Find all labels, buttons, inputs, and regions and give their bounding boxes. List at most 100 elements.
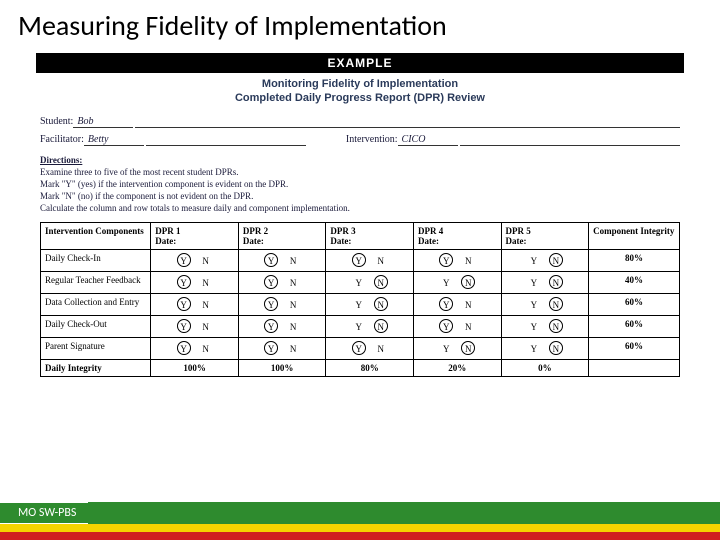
- form-header-line2: Completed Daily Progress Report (DPR) Re…: [0, 91, 720, 105]
- directions-line: Examine three to five of the most recent…: [40, 166, 680, 178]
- component-integrity-pct: 60%: [589, 316, 680, 338]
- y-option: Y: [264, 253, 278, 267]
- daily-integrity-row: Daily Integrity100%100%80%20%0%: [41, 360, 680, 377]
- directions-line: Calculate the column and row totals to m…: [40, 202, 680, 214]
- th-dpr: DPR 4Date:: [413, 223, 501, 250]
- directions-line: Mark "Y" (yes) if the intervention compo…: [40, 178, 680, 190]
- y-option: Y: [439, 276, 453, 290]
- daily-integrity-label: Daily Integrity: [41, 360, 151, 377]
- n-option: N: [374, 297, 388, 311]
- y-option: Y: [177, 341, 191, 355]
- table-row: Daily Check-InYNYNYNYNYN80%: [41, 250, 680, 272]
- table-row: Data Collection and EntryYNYNYNYNYN60%: [41, 294, 680, 316]
- yn-cell: YN: [238, 250, 326, 272]
- y-option: Y: [352, 253, 366, 267]
- yn-cell: YN: [501, 338, 589, 360]
- daily-integrity-blank: [589, 360, 680, 377]
- directions-block: Directions: Examine three to five of the…: [40, 154, 680, 215]
- y-option: Y: [177, 275, 191, 289]
- yn-cell: YN: [501, 294, 589, 316]
- field-line: [460, 134, 680, 146]
- dpr-date: Date:: [243, 236, 322, 246]
- n-option: N: [286, 320, 300, 334]
- th-dpr: DPR 5Date:: [501, 223, 589, 250]
- yn-cell: YN: [238, 272, 326, 294]
- yn-cell: YN: [413, 338, 501, 360]
- footer-red-bar: [0, 532, 720, 540]
- row-label: Parent Signature: [41, 338, 151, 360]
- field-line: [135, 116, 680, 128]
- field-line: [146, 134, 306, 146]
- daily-integrity-pct: 100%: [238, 360, 326, 377]
- n-option: N: [461, 320, 475, 334]
- y-option: Y: [527, 298, 541, 312]
- yn-cell: YN: [326, 316, 414, 338]
- n-option: N: [461, 275, 475, 289]
- form-header: Monitoring Fidelity of Implementation Co…: [0, 77, 720, 106]
- form-fields: Student: Bob Facilitator: Betty Interven…: [40, 116, 680, 146]
- yn-cell: YN: [238, 338, 326, 360]
- daily-integrity-pct: 0%: [501, 360, 589, 377]
- student-value: Bob: [73, 116, 133, 128]
- component-integrity-pct: 60%: [589, 294, 680, 316]
- table-header-row: Intervention Components DPR 1Date: DPR 2…: [41, 223, 680, 250]
- n-option: N: [374, 342, 388, 356]
- component-integrity-pct: 80%: [589, 250, 680, 272]
- n-option: N: [286, 342, 300, 356]
- facilitator-label: Facilitator:: [40, 134, 84, 146]
- table-row: Regular Teacher FeedbackYNYNYNYNYN40%: [41, 272, 680, 294]
- yn-cell: YN: [151, 250, 239, 272]
- y-option: Y: [439, 253, 453, 267]
- y-option: Y: [439, 342, 453, 356]
- y-option: Y: [264, 297, 278, 311]
- yn-cell: YN: [238, 316, 326, 338]
- n-option: N: [549, 275, 563, 289]
- yn-cell: YN: [326, 294, 414, 316]
- daily-integrity-pct: 20%: [413, 360, 501, 377]
- y-option: Y: [177, 319, 191, 333]
- n-option: N: [199, 342, 213, 356]
- y-option: Y: [352, 298, 366, 312]
- footer-green-bar: MO SW-PBS: [0, 502, 720, 524]
- th-dpr: DPR 3Date:: [326, 223, 414, 250]
- fidelity-table: Intervention Components DPR 1Date: DPR 2…: [40, 222, 680, 377]
- y-option: Y: [527, 254, 541, 268]
- example-banner: EXAMPLE: [36, 53, 684, 73]
- intervention-value: CICO: [398, 134, 458, 146]
- n-option: N: [199, 320, 213, 334]
- n-option: N: [461, 341, 475, 355]
- y-option: Y: [439, 297, 453, 311]
- yn-cell: YN: [151, 272, 239, 294]
- y-option: Y: [177, 253, 191, 267]
- y-option: Y: [352, 276, 366, 290]
- yn-cell: YN: [413, 250, 501, 272]
- n-option: N: [199, 298, 213, 312]
- row-label: Daily Check-Out: [41, 316, 151, 338]
- y-option: Y: [527, 320, 541, 334]
- dpr-num: DPR 4: [418, 226, 497, 236]
- dpr-date: Date:: [418, 236, 497, 246]
- yn-cell: YN: [501, 250, 589, 272]
- intervention-label: Intervention:: [346, 134, 398, 146]
- facilitator-value: Betty: [84, 134, 144, 146]
- y-option: Y: [527, 342, 541, 356]
- footer-yellow-bar: [0, 524, 720, 532]
- daily-integrity-pct: 100%: [151, 360, 239, 377]
- n-option: N: [461, 298, 475, 312]
- th-dpr: DPR 1Date:: [151, 223, 239, 250]
- dpr-num: DPR 3: [330, 226, 409, 236]
- dpr-date: Date:: [506, 236, 585, 246]
- n-option: N: [549, 253, 563, 267]
- n-option: N: [374, 254, 388, 268]
- n-option: N: [286, 276, 300, 290]
- dpr-date: Date:: [155, 236, 234, 246]
- y-option: Y: [527, 276, 541, 290]
- row-label: Data Collection and Entry: [41, 294, 151, 316]
- y-option: Y: [352, 320, 366, 334]
- n-option: N: [549, 297, 563, 311]
- n-option: N: [199, 254, 213, 268]
- table-row: Daily Check-OutYNYNYNYNYN60%: [41, 316, 680, 338]
- yn-cell: YN: [326, 272, 414, 294]
- yn-cell: YN: [151, 294, 239, 316]
- yn-cell: YN: [151, 338, 239, 360]
